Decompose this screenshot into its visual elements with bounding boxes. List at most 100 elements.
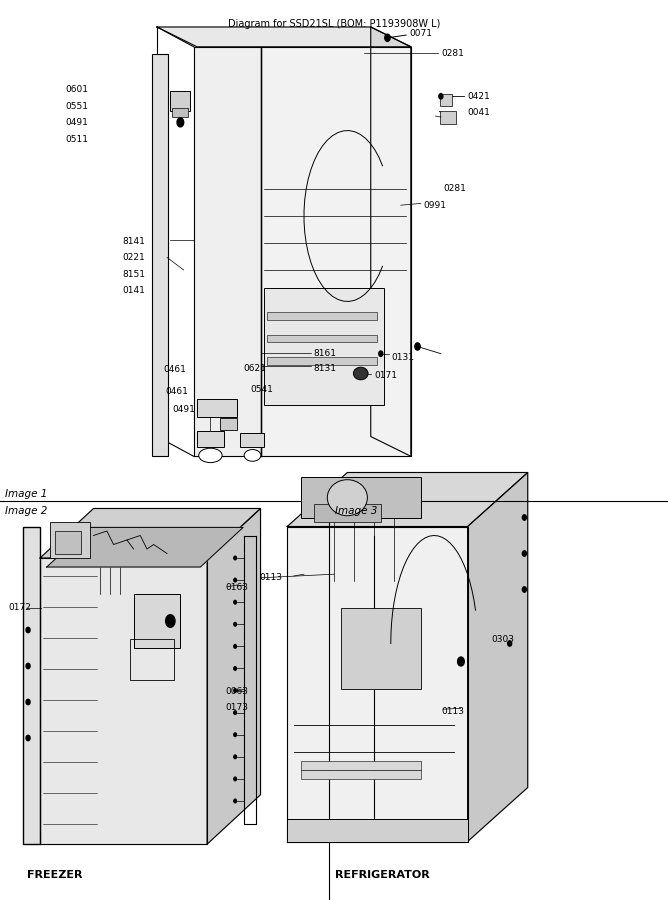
Bar [240,433,264,447]
Circle shape [234,579,236,582]
Bar [264,288,384,405]
Bar [267,312,377,319]
Text: 0303: 0303 [491,634,514,644]
Bar [170,91,190,111]
Polygon shape [287,472,528,526]
Circle shape [234,623,236,626]
Circle shape [234,711,236,715]
Polygon shape [371,27,411,456]
Text: 0991: 0991 [424,201,446,210]
Polygon shape [47,527,243,567]
Bar [301,477,421,517]
Circle shape [522,587,526,592]
Circle shape [234,755,236,759]
Text: 0601: 0601 [65,86,88,94]
Circle shape [385,34,390,41]
Bar [172,108,188,117]
Text: 8131: 8131 [313,364,336,373]
Circle shape [234,667,236,670]
Circle shape [234,688,236,692]
Circle shape [234,600,236,604]
Text: 0421: 0421 [468,92,490,101]
Text: 0163: 0163 [226,583,248,592]
Circle shape [234,777,236,780]
Circle shape [234,644,236,648]
Bar [440,94,452,106]
Bar [197,431,224,447]
Polygon shape [287,526,468,842]
Circle shape [415,343,420,350]
Bar [130,639,174,680]
Text: 0071: 0071 [409,29,432,38]
Text: 0141: 0141 [122,286,145,295]
Circle shape [522,551,526,556]
Bar [197,399,237,417]
Bar [301,760,421,770]
Bar [220,418,237,430]
Text: Image 2: Image 2 [5,506,47,516]
Circle shape [166,615,175,627]
Circle shape [508,641,512,646]
Text: 0041: 0041 [468,108,490,117]
Text: 0171: 0171 [374,371,397,380]
Text: 0063: 0063 [226,687,248,696]
Ellipse shape [244,449,261,461]
Circle shape [26,663,30,669]
Circle shape [458,657,464,666]
Bar [287,819,468,842]
Text: 0131: 0131 [391,353,414,362]
Bar [55,531,81,554]
Polygon shape [157,27,411,47]
Text: 8141: 8141 [122,237,145,246]
Bar [267,357,377,364]
Bar [440,111,456,124]
Text: 0281: 0281 [444,184,466,193]
Ellipse shape [353,367,368,380]
Text: 0172: 0172 [8,603,31,612]
Ellipse shape [327,480,367,516]
Bar [152,54,168,456]
Text: 0113: 0113 [441,706,464,716]
Text: 0221: 0221 [122,253,145,262]
Circle shape [234,733,236,736]
Circle shape [26,627,30,633]
Text: 0461: 0461 [164,365,186,374]
Text: 0113: 0113 [259,573,282,582]
Bar [50,522,90,558]
Bar [301,770,421,778]
Text: FREEZER: FREEZER [27,870,82,880]
Polygon shape [194,47,261,456]
Bar [134,594,180,648]
Text: 0621: 0621 [244,364,267,373]
Ellipse shape [199,448,222,463]
Text: 0541: 0541 [250,385,273,394]
Text: 0511: 0511 [65,135,88,144]
Text: REFRIGERATOR: REFRIGERATOR [335,870,430,880]
Circle shape [234,799,236,803]
Text: 0173: 0173 [226,703,248,712]
Bar [23,526,40,844]
Circle shape [522,515,526,520]
Polygon shape [207,508,261,844]
Circle shape [234,556,236,560]
Polygon shape [40,508,261,558]
Text: 8151: 8151 [122,270,145,279]
Text: Image 1: Image 1 [5,489,47,499]
Bar [267,335,377,342]
Bar [314,504,381,522]
Circle shape [177,118,184,127]
Polygon shape [40,558,207,844]
Circle shape [26,699,30,705]
Text: 0491: 0491 [172,405,195,414]
Bar [341,608,421,688]
Text: 0551: 0551 [65,102,88,111]
Circle shape [379,351,383,356]
Text: 8161: 8161 [313,349,336,358]
Text: 0491: 0491 [65,118,88,127]
Polygon shape [261,47,411,456]
Polygon shape [468,472,528,842]
Text: 0461: 0461 [166,387,188,396]
Text: Diagram for SSD21SL (BOM: P1193908W L): Diagram for SSD21SL (BOM: P1193908W L) [228,19,440,29]
Circle shape [26,735,30,741]
Text: 0281: 0281 [441,49,464,58]
